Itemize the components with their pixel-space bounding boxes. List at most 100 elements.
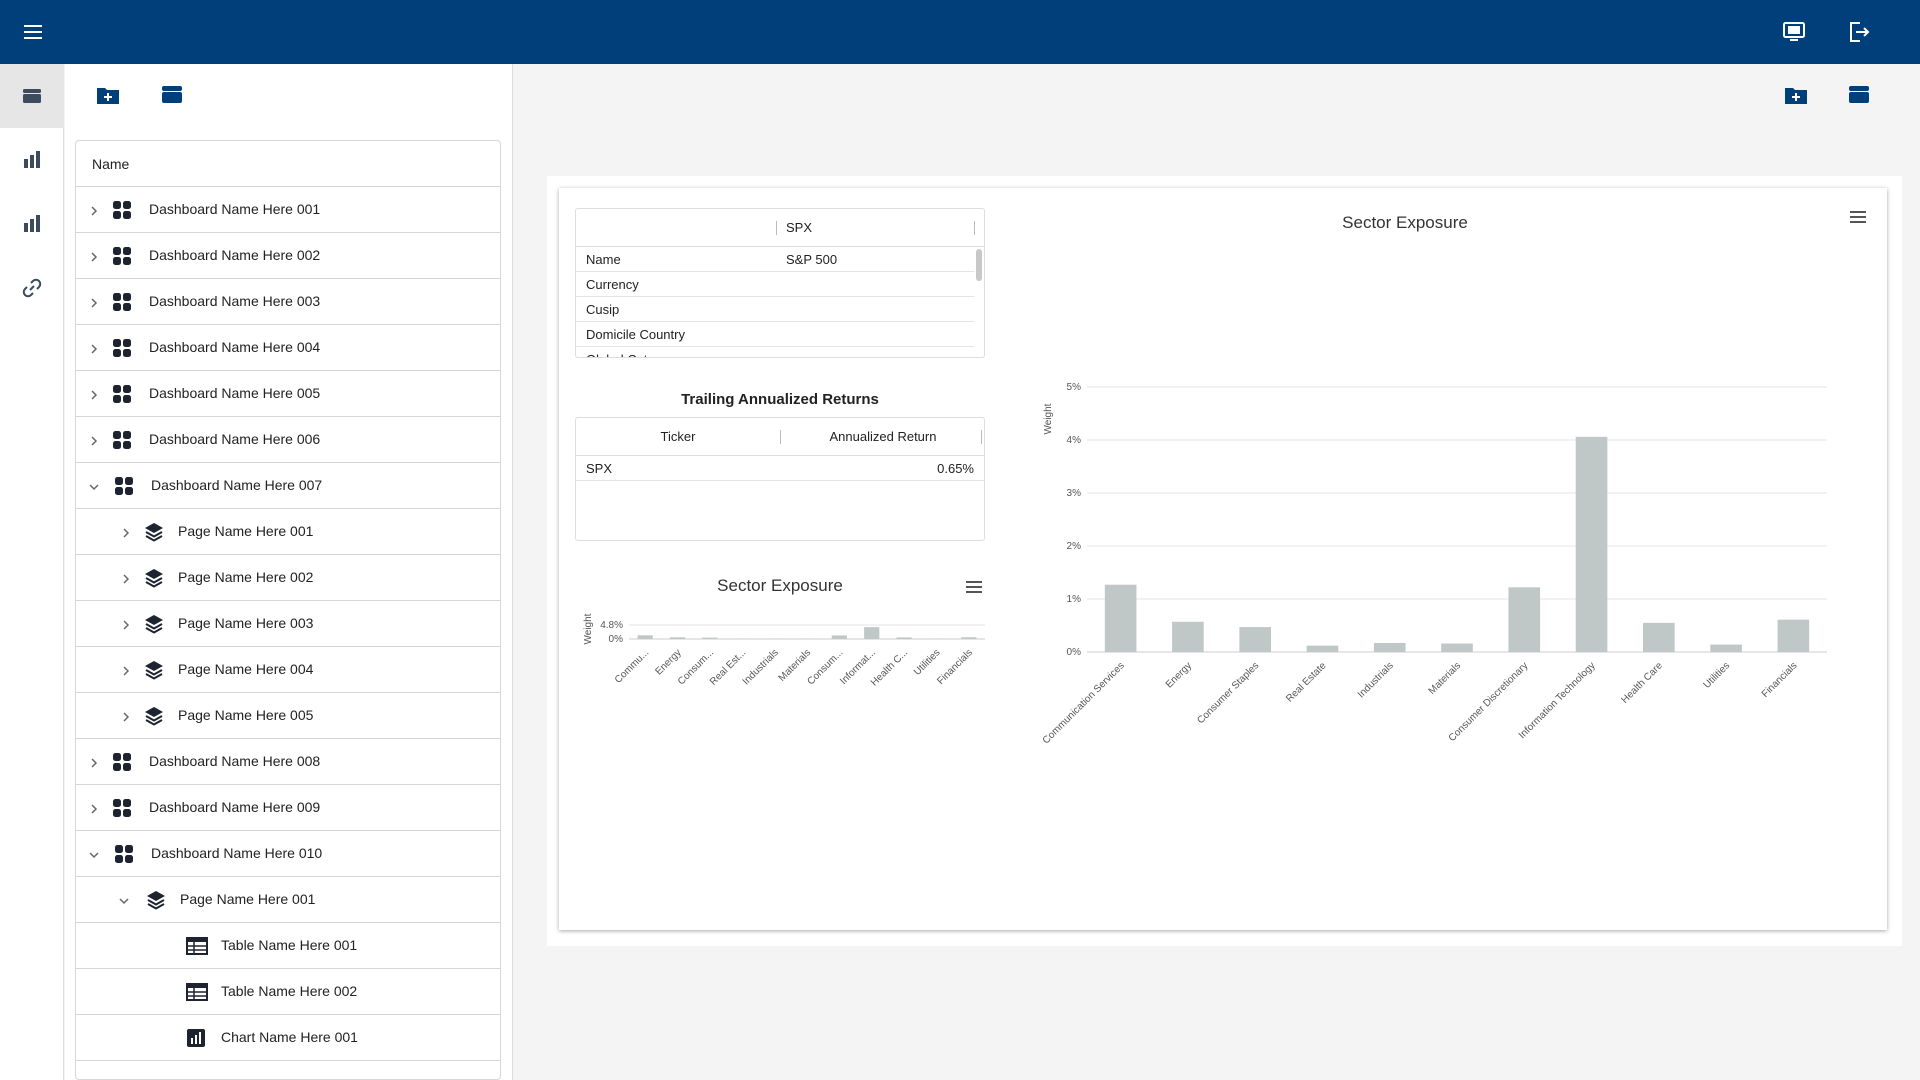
bar [1306, 645, 1339, 652]
bar [1172, 621, 1204, 652]
y-tick-label: 4% [1067, 435, 1082, 446]
bar [1508, 587, 1541, 652]
nav-dashboards[interactable] [0, 64, 64, 128]
chevron-right-icon[interactable] [88, 388, 100, 400]
layers-button[interactable] [1846, 82, 1872, 108]
tree-row-label: Page Name Here 001 [180, 891, 316, 907]
logout-icon[interactable] [1844, 18, 1872, 46]
menu-icon[interactable] [20, 18, 48, 46]
x-tick-label: Energy [1164, 660, 1194, 690]
tree-row-label: Dashboard Name Here 006 [149, 431, 321, 447]
bar [831, 635, 847, 639]
dashboard-icon [114, 476, 134, 496]
sector-exposure-small-chart: Sector Exposure Weight 0% 4.8% Commu... Energ… [583, 576, 985, 689]
add-folder-button[interactable] [95, 82, 121, 108]
layers-icon [144, 660, 164, 680]
chevron-right-icon[interactable] [120, 572, 132, 584]
chart-title: Sector Exposure [1342, 213, 1468, 232]
x-tick-label: Industrials [741, 647, 781, 687]
tree-row-dashboard[interactable]: Dashboard Name Here 005 [76, 371, 500, 417]
tree-row-page[interactable]: Page Name Here 003 [76, 601, 500, 647]
table-icon [186, 982, 208, 1002]
tree-row-label: Page Name Here 004 [178, 661, 314, 677]
chevron-right-icon[interactable] [88, 342, 100, 354]
bar [669, 637, 686, 639]
y-axis-label: Weight [1043, 403, 1054, 434]
return-column-header[interactable]: Annualized Return [829, 429, 937, 444]
top-app-bar [0, 0, 1920, 64]
add-folder-icon [1785, 88, 1807, 104]
x-tick-label: Materials [1427, 660, 1463, 696]
chevron-right-icon[interactable] [120, 618, 132, 630]
chevron-right-icon[interactable] [88, 434, 100, 446]
nav-links[interactable] [0, 256, 64, 320]
dashboard-icon [112, 200, 132, 220]
tree-row-label: Dashboard Name Here 001 [149, 201, 321, 217]
info-table-header: SPX [576, 209, 984, 247]
chevron-right-icon[interactable] [120, 664, 132, 676]
bar [1373, 642, 1406, 652]
chevron-down-icon[interactable] [88, 848, 100, 860]
tree-row-page[interactable]: Page Name Here 005 [76, 693, 500, 739]
dashboard-tree: Name Dashboard Name Here 001 Dashboard Na… [75, 140, 501, 1080]
tree-row-dashboard[interactable]: Dashboard Name Here 007 [76, 463, 500, 509]
x-tick-label: Commu... [613, 647, 651, 685]
tree-row-dashboard[interactable]: Dashboard Name Here 004 [76, 325, 500, 371]
layers-button[interactable] [159, 82, 185, 108]
dashboard-icon [112, 292, 132, 312]
returns-table: Ticker Annualized Return SPX 0.65% [575, 417, 985, 541]
chart-menu-icon[interactable] [1849, 210, 1867, 224]
dashboard-icon [112, 246, 132, 266]
chevron-right-icon[interactable] [88, 756, 100, 768]
tree-row-page[interactable]: Page Name Here 002 [76, 555, 500, 601]
chevron-down-icon[interactable] [88, 480, 100, 492]
tree-row-page[interactable]: Page Name Here 001 [76, 509, 500, 555]
chevron-down-icon[interactable] [118, 894, 130, 906]
nav-charts[interactable] [0, 128, 64, 192]
x-tick-label: Health Care [1619, 660, 1665, 706]
tree-row-label: Chart Name Here 001 [221, 1029, 358, 1045]
tree-row-label: Page Name Here 003 [178, 615, 314, 631]
info-table-scrollbar[interactable] [976, 249, 982, 281]
tree-row-page[interactable]: Page Name Here 001 [76, 877, 500, 923]
tree-row-table[interactable]: Table Name Here 001 [76, 923, 500, 969]
x-tick-label: Real Estate [1284, 660, 1329, 705]
dashboard-canvas: SPX Name S&P 500 Currency Cusip Domicile Cou… [547, 176, 1902, 946]
layers-icon [162, 86, 182, 103]
chart-menu-icon[interactable] [965, 580, 983, 594]
chevron-right-icon[interactable] [88, 250, 100, 262]
tree-row-label: Dashboard Name Here 003 [149, 293, 321, 309]
tree-row-chart[interactable]: Chart Name Here 001 [76, 1015, 500, 1061]
add-folder-button[interactable] [1783, 82, 1809, 108]
chevron-right-icon[interactable] [88, 296, 100, 308]
tree-row-dashboard[interactable]: Dashboard Name Here 001 [76, 187, 500, 233]
tree-row-table[interactable]: Table Name Here 002 [76, 969, 500, 1015]
dashboard-icon [112, 752, 132, 772]
y-tick-label: 2% [1067, 541, 1082, 552]
bar-chart-icon [24, 215, 40, 232]
tree-row-label: Dashboard Name Here 002 [149, 247, 321, 263]
dashboard-icon [112, 384, 132, 404]
tree-row-dashboard[interactable]: Dashboard Name Here 009 [76, 785, 500, 831]
tree-row-label: Table Name Here 002 [221, 983, 358, 999]
main-content: SPX Name S&P 500 Currency Cusip Domicile Cou… [513, 64, 1920, 1080]
chevron-right-icon[interactable] [120, 526, 132, 538]
monitor-icon[interactable] [1780, 18, 1808, 46]
tree-row-label: Page Name Here 001 [178, 523, 314, 539]
tree-row-dashboard[interactable]: Dashboard Name Here 003 [76, 279, 500, 325]
x-tick-label: Communication Services [1041, 660, 1127, 744]
chevron-right-icon[interactable] [120, 710, 132, 722]
tree-row-page[interactable]: Page Name Here 004 [76, 647, 500, 693]
nav-reports[interactable] [0, 192, 64, 256]
sector-exposure-large-chart: Sector Exposure Weight 0% 1% 2% 3% 4% 5% Communi… [1041, 213, 1827, 744]
bar [1777, 619, 1810, 652]
dashboard-tree-panel: Name Dashboard Name Here 001 Dashboard Na… [65, 64, 513, 1080]
ticker-column-header[interactable]: Ticker [660, 429, 696, 444]
tree-row-dashboard[interactable]: Dashboard Name Here 002 [76, 233, 500, 279]
tree-row-dashboard[interactable]: Dashboard Name Here 006 [76, 417, 500, 463]
chevron-right-icon[interactable] [88, 802, 100, 814]
chevron-right-icon[interactable] [88, 204, 100, 216]
tree-row-dashboard[interactable]: Dashboard Name Here 008 [76, 739, 500, 785]
tree-row-dashboard[interactable]: Dashboard Name Here 010 [76, 831, 500, 877]
layers-icon [144, 706, 164, 726]
